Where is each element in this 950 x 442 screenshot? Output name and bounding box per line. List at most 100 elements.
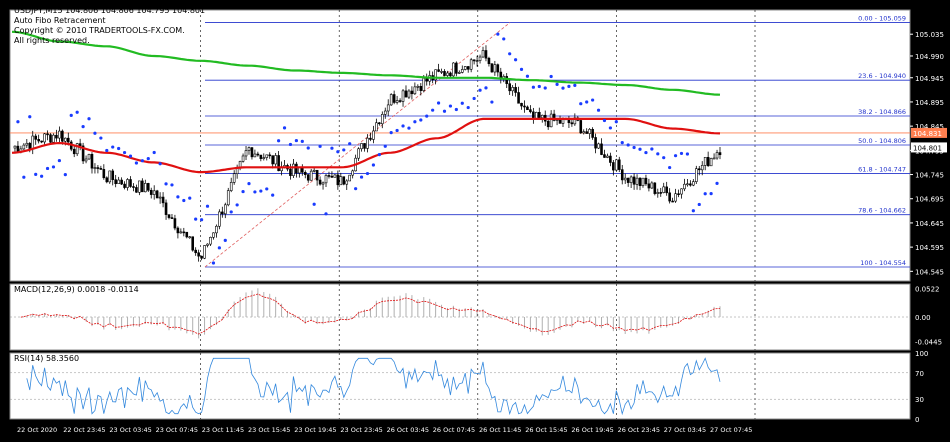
candle-body — [84, 158, 88, 162]
axes: 105.035 104.990 104.945 104.895 104.845 104.7… — [17, 31, 947, 434]
sar-dot — [591, 98, 595, 102]
candle-body — [135, 187, 138, 193]
candle-body — [597, 143, 600, 149]
macd-label: MACD(12,26,9) 0.0018 -0.0114 — [14, 285, 139, 294]
sar-dot — [34, 172, 38, 176]
candle-body — [164, 202, 168, 215]
candle-body — [52, 134, 55, 143]
candle-body — [185, 231, 189, 238]
sar-dot — [205, 204, 210, 208]
candle-body — [274, 155, 277, 165]
candle-body — [155, 190, 159, 199]
time-tick-label: 26 Oct 03:45 — [387, 426, 429, 434]
sar-dot — [585, 100, 589, 104]
rsi-tick-label: 0 — [915, 416, 919, 424]
sar-dot — [561, 86, 565, 90]
sar-dot — [223, 238, 227, 242]
candle-body — [173, 218, 177, 229]
candle-body — [111, 170, 115, 180]
sar-dot — [140, 159, 144, 163]
candle-body — [93, 167, 97, 169]
candle-body — [64, 137, 67, 142]
candle-body — [141, 180, 144, 193]
candle-body — [718, 152, 722, 156]
sar-dot — [16, 120, 20, 124]
candle-body — [395, 100, 399, 103]
ma-price-marker-label: 104.831 — [913, 130, 942, 138]
sar-dot — [164, 182, 168, 186]
indicator-name: Auto Fibo Retracement — [14, 16, 106, 25]
candle-body — [712, 157, 716, 160]
candle-body — [695, 168, 698, 182]
sar-dot — [324, 212, 328, 216]
rsi-panel[interactable] — [9, 352, 911, 420]
candle-body — [194, 249, 197, 254]
sar-dot — [679, 151, 684, 156]
candle-body — [363, 143, 366, 149]
price-tick-label: 104.945 — [915, 75, 944, 83]
sar-dot — [51, 165, 56, 169]
candle-body — [659, 192, 663, 194]
candle-body — [532, 111, 535, 119]
sar-dot — [241, 189, 245, 194]
sar-dot — [117, 146, 121, 151]
sar-dot — [28, 115, 32, 119]
candle-body — [348, 174, 352, 182]
candle-body — [493, 64, 497, 73]
sar-dot — [377, 153, 381, 157]
candle-body — [600, 143, 603, 155]
candle-body — [105, 177, 109, 183]
candle-body — [612, 162, 615, 171]
sar-dot — [454, 107, 458, 112]
candle-body — [570, 122, 574, 125]
candle-body — [398, 100, 402, 102]
candle-body — [437, 69, 440, 72]
sar-dot — [419, 118, 423, 122]
candle-body — [549, 113, 553, 128]
sar-dot — [365, 171, 370, 176]
sar-dot — [93, 131, 97, 135]
time-tick-label: 23 Oct 03:45 — [109, 426, 151, 434]
candle-body — [336, 174, 340, 186]
candle-body — [496, 64, 500, 73]
candle-body — [37, 139, 40, 142]
sar-dot — [282, 126, 287, 130]
candle-body — [43, 133, 46, 143]
candle-body — [200, 255, 203, 259]
sar-dot — [549, 74, 553, 79]
candle-body — [295, 163, 298, 174]
candle-body — [167, 214, 171, 218]
sar-dot — [662, 156, 666, 160]
candle-body — [635, 177, 639, 185]
candle-body — [656, 192, 660, 194]
sar-dot — [555, 82, 559, 87]
sar-dot — [685, 152, 690, 156]
candle-body — [170, 217, 174, 219]
sar-dot — [271, 193, 275, 197]
candle-body — [262, 157, 266, 159]
candle-body — [623, 177, 627, 181]
copyright-text: Copyright © 2010 TRADERTOOLS-FX.COM. — [14, 26, 185, 35]
sar-dot — [75, 110, 79, 114]
candle-body — [463, 66, 467, 70]
candle-body — [333, 174, 337, 178]
sar-dot — [354, 187, 358, 191]
symbol-line: USDJPY,M15 104.806 104.806 104.795 104.8… — [14, 6, 205, 15]
price-tick-label: 104.845 — [915, 123, 944, 131]
candle-body — [662, 186, 666, 193]
candle-body — [256, 153, 260, 156]
time-tick-label: 23 Oct 19:45 — [294, 426, 336, 434]
price-tick-label: 104.545 — [915, 268, 944, 276]
sar-dot — [371, 163, 376, 167]
price-panel[interactable] — [9, 9, 911, 282]
candle-body — [703, 156, 707, 166]
candle-body — [120, 179, 123, 185]
fibo-level-label: 78.6 - 104.662 — [858, 207, 906, 215]
candle-body — [369, 137, 372, 140]
sar-dot — [134, 161, 139, 165]
sar-dot — [111, 145, 115, 149]
candle-body — [268, 154, 272, 157]
candle-body — [680, 188, 683, 195]
sar-dot — [253, 190, 257, 194]
